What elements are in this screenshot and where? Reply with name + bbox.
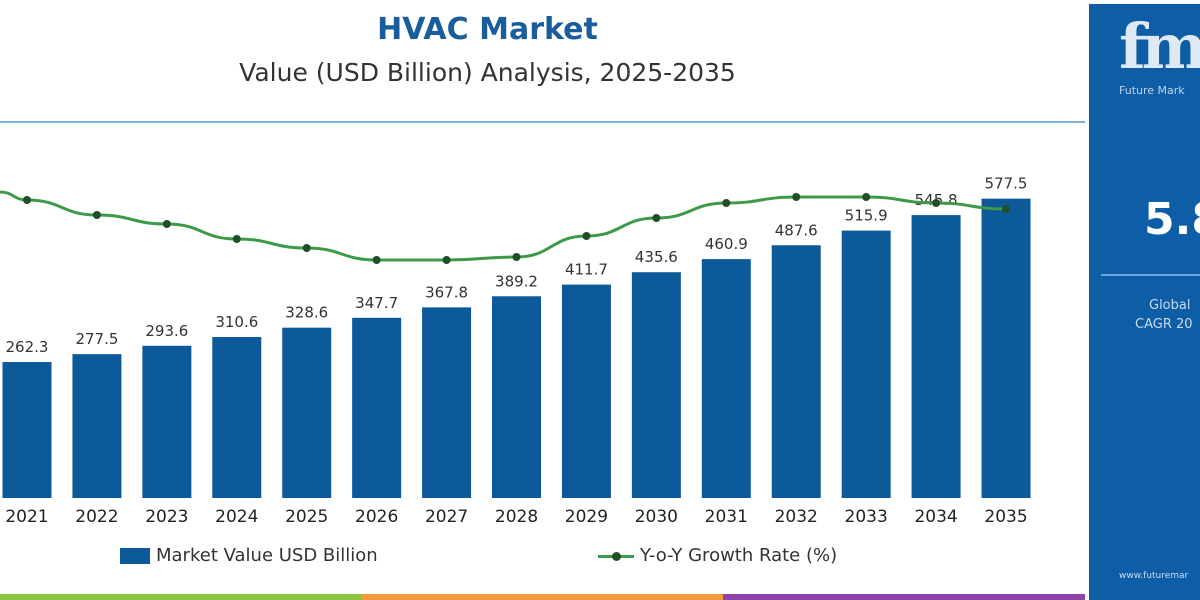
data-label-2030: 435.6 bbox=[635, 248, 678, 266]
bar-2023 bbox=[142, 345, 192, 498]
chart-title: HVAC Market bbox=[377, 12, 598, 47]
bar-2027 bbox=[422, 307, 472, 498]
data-label-2027: 367.8 bbox=[425, 283, 468, 301]
growth-point-2029 bbox=[582, 232, 591, 240]
data-label-2024: 310.6 bbox=[215, 313, 258, 331]
growth-point-2032 bbox=[792, 193, 801, 201]
x-tick-2025: 2025 bbox=[285, 507, 328, 527]
website-url: www.futuremar bbox=[1119, 571, 1189, 581]
bar-2032 bbox=[771, 245, 821, 498]
side-panel: fmi Future Mark 5.8 Global CAGR 20 www.f… bbox=[1085, 0, 1200, 600]
growth-point-2026 bbox=[372, 256, 381, 264]
data-label-2029: 411.7 bbox=[565, 261, 608, 279]
data-label-2033: 515.9 bbox=[845, 207, 888, 225]
logo-subtitle: Future Mark bbox=[1119, 84, 1185, 97]
growth-point-2035 bbox=[1002, 205, 1011, 213]
growth-point-2022 bbox=[92, 211, 101, 219]
strip-segment bbox=[723, 594, 1086, 600]
bar-2029 bbox=[561, 284, 611, 498]
growth-point-2027 bbox=[442, 256, 451, 264]
growth-point-2028 bbox=[512, 253, 521, 261]
growth-point-2031 bbox=[722, 199, 731, 207]
strip-segment bbox=[0, 594, 362, 600]
bottom-color-strip bbox=[0, 594, 1086, 600]
data-label-2021: 262.3 bbox=[6, 338, 49, 356]
x-tick-2033: 2033 bbox=[845, 507, 888, 527]
legend-label: Market Value USD Billion bbox=[156, 545, 378, 566]
growth-point-2023 bbox=[162, 220, 171, 228]
bar-2033 bbox=[841, 230, 891, 498]
growth-point-2025 bbox=[302, 244, 311, 252]
x-tick-2034: 2034 bbox=[914, 507, 957, 527]
data-label-2031: 460.9 bbox=[705, 235, 748, 253]
bar-2024 bbox=[212, 337, 262, 498]
bar-2035 bbox=[981, 198, 1031, 498]
bar-2025 bbox=[282, 327, 332, 498]
data-label-2028: 389.2 bbox=[495, 272, 538, 290]
bar-2031 bbox=[701, 259, 751, 498]
bar-2030 bbox=[631, 272, 681, 498]
growth-rate-line bbox=[0, 190, 1007, 262]
legend-item-growth-rate: Y-o-Y Growth Rate (%) bbox=[598, 545, 837, 566]
x-tick-2028: 2028 bbox=[495, 507, 538, 527]
chart-subtitle: Value (USD Billion) Analysis, 2025-2035 bbox=[239, 58, 736, 87]
panel-divider bbox=[1101, 274, 1200, 276]
x-tick-2021: 2021 bbox=[5, 507, 48, 527]
legend-label: Y-o-Y Growth Rate (%) bbox=[640, 545, 838, 566]
x-tick-2024: 2024 bbox=[215, 507, 258, 527]
bar-2022 bbox=[72, 354, 122, 498]
growth-point-2021 bbox=[23, 196, 31, 204]
bar-2026 bbox=[352, 317, 402, 498]
x-tick-2022: 2022 bbox=[75, 507, 118, 527]
growth-point-2034 bbox=[932, 199, 941, 207]
x-tick-2031: 2031 bbox=[705, 507, 748, 527]
x-tick-2023: 2023 bbox=[145, 507, 188, 527]
growth-point-2024 bbox=[232, 235, 241, 243]
bar-2034 bbox=[911, 215, 961, 498]
cagr-label-global: Global bbox=[1149, 298, 1191, 313]
bar-2021 bbox=[2, 362, 52, 498]
chart-area: 262.3 2021 277.5 2022 293.6 2023 310.6 2024 328.… bbox=[0, 175, 1031, 527]
title-divider bbox=[0, 121, 1085, 123]
strip-segment bbox=[361, 594, 724, 600]
data-label-2025: 328.6 bbox=[285, 304, 328, 322]
data-label-2032: 487.6 bbox=[775, 221, 818, 239]
data-label-2023: 293.6 bbox=[145, 322, 188, 340]
x-tick-2029: 2029 bbox=[565, 507, 608, 527]
data-label-2022: 277.5 bbox=[75, 330, 118, 348]
bar-2028 bbox=[492, 296, 542, 498]
legend-item-market-value: Market Value USD Billion bbox=[120, 545, 378, 566]
x-tick-2027: 2027 bbox=[425, 507, 468, 527]
x-tick-2026: 2026 bbox=[355, 507, 398, 527]
x-tick-2032: 2032 bbox=[775, 507, 818, 527]
cagr-label-period: CAGR 20 bbox=[1135, 317, 1193, 332]
x-tick-2035: 2035 bbox=[984, 507, 1027, 527]
fmi-logo: fmi bbox=[1119, 10, 1200, 83]
x-tick-2030: 2030 bbox=[635, 507, 678, 527]
growth-point-2030 bbox=[652, 214, 661, 222]
cagr-value: 5.8 bbox=[1144, 194, 1200, 245]
legend-line-swatch bbox=[598, 548, 634, 564]
growth-point-2033 bbox=[862, 193, 871, 201]
data-label-2035: 577.5 bbox=[985, 175, 1028, 193]
data-label-2026: 347.7 bbox=[355, 294, 398, 312]
legend-bar-swatch bbox=[120, 547, 150, 564]
